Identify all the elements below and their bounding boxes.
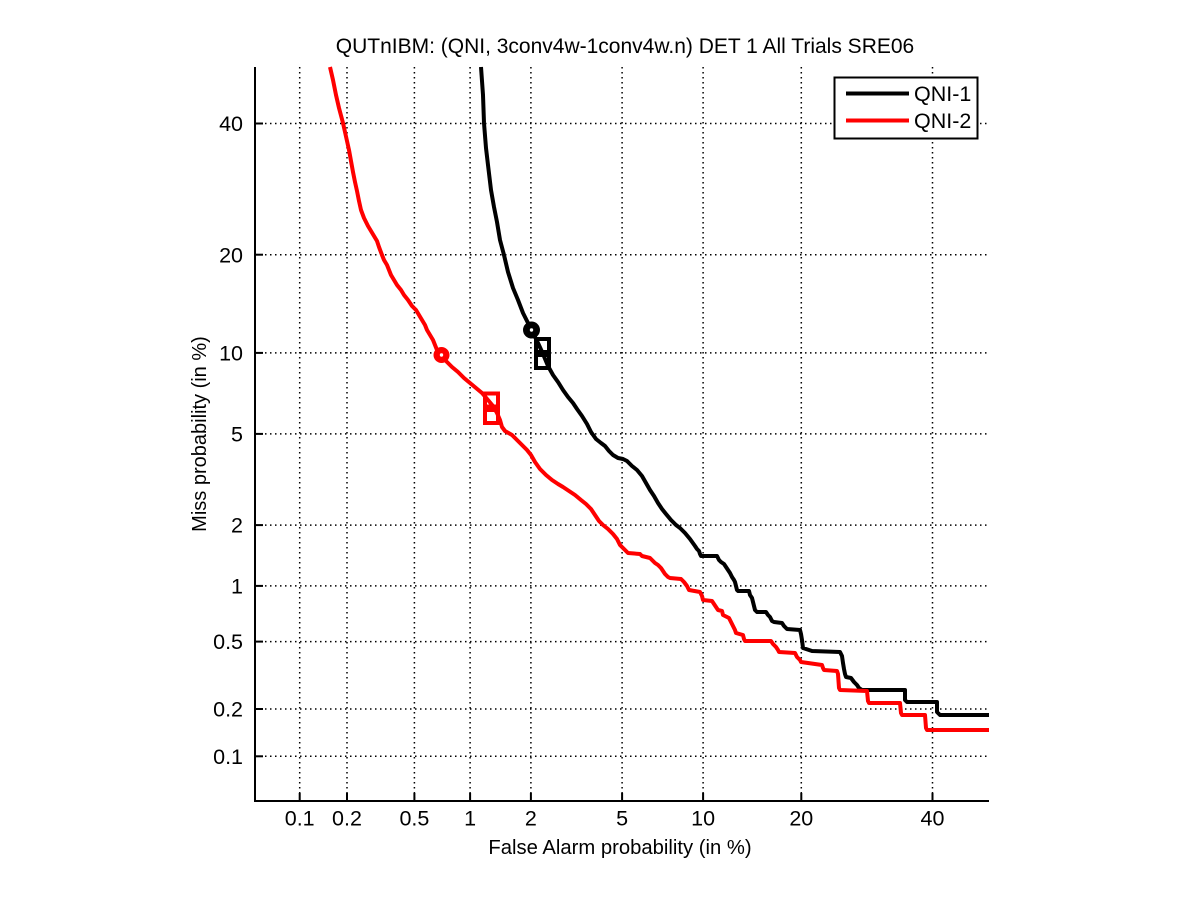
- svg-text:0.5: 0.5: [213, 630, 243, 654]
- svg-text:0.2: 0.2: [332, 807, 362, 831]
- svg-text:20: 20: [219, 243, 243, 267]
- svg-text:QNI-1: QNI-1: [914, 82, 971, 106]
- svg-text:40: 40: [921, 807, 945, 831]
- svg-text:10: 10: [219, 342, 243, 366]
- svg-text:1: 1: [231, 575, 243, 599]
- svg-text:20: 20: [789, 807, 813, 831]
- svg-text:1: 1: [464, 807, 476, 831]
- svg-text:5: 5: [231, 423, 243, 447]
- svg-text:0.1: 0.1: [213, 745, 243, 769]
- svg-text:0.1: 0.1: [285, 807, 315, 831]
- svg-text:0.2: 0.2: [213, 698, 243, 722]
- svg-text:Miss probability (in %): Miss probability (in %): [189, 336, 211, 532]
- svg-text:40: 40: [219, 112, 243, 136]
- svg-text:False Alarm probability (in %): False Alarm probability (in %): [488, 837, 751, 859]
- svg-text:QUTnIBM: (QNI, 3conv4w-1conv4w: QUTnIBM: (QNI, 3conv4w-1conv4w.n) DET 1 …: [336, 35, 914, 58]
- svg-text:5: 5: [616, 807, 628, 831]
- svg-text:0.5: 0.5: [399, 807, 429, 831]
- svg-text:2: 2: [231, 514, 243, 538]
- svg-text:10: 10: [691, 807, 715, 831]
- svg-text:QNI-2: QNI-2: [914, 109, 971, 133]
- svg-text:2: 2: [525, 807, 537, 831]
